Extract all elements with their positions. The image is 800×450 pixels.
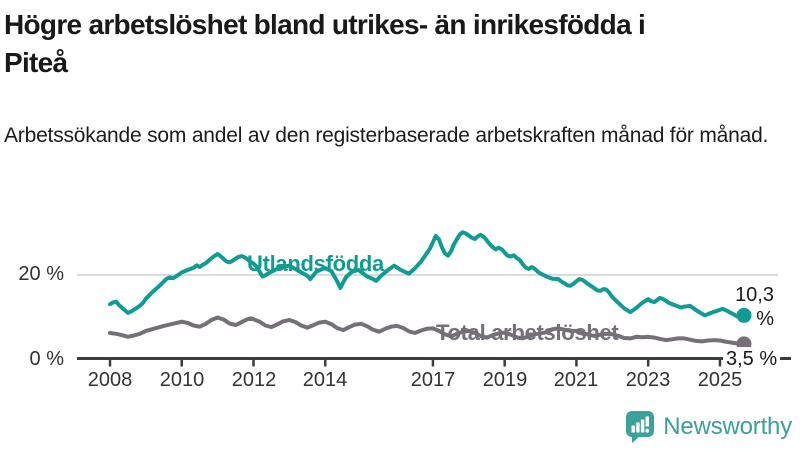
series-end-dot-0 [736,307,752,323]
y-tick-label-20: 20 % [18,263,64,285]
title-line-2: Piteå [4,47,68,78]
x-tick-label: 2025 [697,369,743,391]
newsworthy-logo[interactable]: Newsworthy [625,410,792,444]
series-line-0 [108,230,746,319]
x-tick-label: 2021 [553,369,599,391]
end-value-label-total: 3,5 % [723,347,781,371]
y-tick-label-0: 0 % [29,348,64,370]
end-value-label-utlandsfodda: 10,3 % [735,284,774,330]
x-tick-label: 2017 [410,369,456,391]
series-label-total-arbetsloshet: Total arbetslöshet [436,320,619,345]
bar-chart-speech-bubble-icon [626,411,655,443]
x-tick-label: 2019 [482,369,528,391]
title-line-1: Högre arbetslöshet bland utrikes- än inr… [4,9,646,40]
x-tick-label: 2023 [625,369,671,391]
page-title: Högre arbetslöshet bland utrikes- än inr… [4,6,646,82]
x-tick-label: 2010 [159,369,205,391]
x-tick-label: 2014 [302,369,348,391]
x-tick-label: 2012 [231,369,277,391]
brand-name: Newsworthy [663,413,792,440]
x-tick-label: 2008 [87,369,133,391]
series-label-utlandsfodda: Utlandsfödda [247,251,384,276]
series-line-1 [108,315,746,346]
chart-subtitle: Arbetssökande som andel av den registerb… [4,124,769,147]
